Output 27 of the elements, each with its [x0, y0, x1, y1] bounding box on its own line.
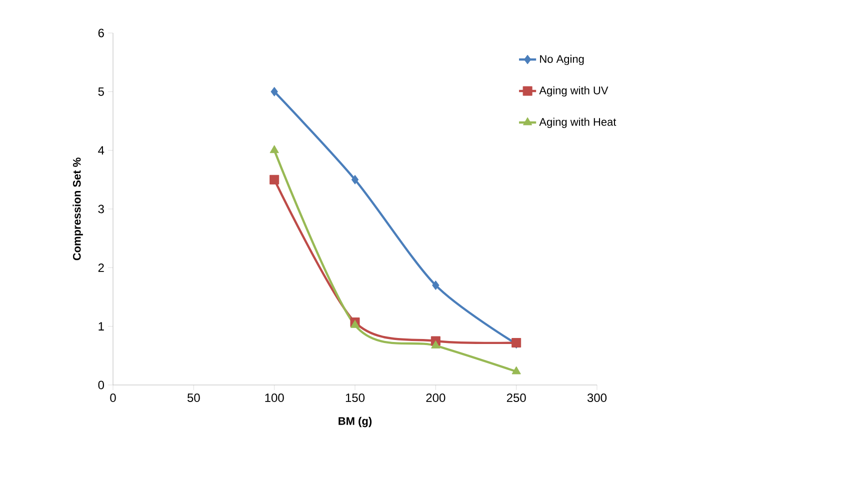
y-tick-label: 4 — [98, 146, 104, 154]
y-tick-label: 3 — [98, 204, 104, 214]
point — [431, 340, 440, 348]
x-tick-label: 50 — [187, 394, 200, 402]
legend-label: Aging with Heat — [539, 118, 616, 128]
legend-label: No Aging — [540, 54, 584, 66]
y-tick-label: 0 — [98, 380, 104, 390]
y-tick-label: 6 — [98, 28, 104, 38]
point — [270, 86, 278, 96]
legend-label: Aging with UV — [539, 86, 608, 97]
y-tick-label: 5 — [98, 87, 104, 96]
point — [351, 174, 359, 184]
x-axis-title: BM (g) — [338, 416, 372, 428]
y-tick-label: 2 — [98, 263, 104, 272]
point — [350, 320, 360, 328]
x-tick-label: 100 — [265, 394, 284, 402]
x-tick-label: 200 — [426, 394, 446, 402]
y-axis-title: Compression Set % — [72, 158, 83, 260]
x-tick-label: 300 — [587, 394, 607, 402]
x-tick-label: 150 — [346, 394, 365, 402]
y-tick-label: 1 — [98, 322, 104, 330]
x-tick-label: 250 — [506, 394, 526, 402]
point — [270, 145, 279, 154]
point — [432, 280, 440, 290]
x-tick-label: 0 — [110, 394, 116, 402]
point — [270, 174, 280, 184]
point — [512, 366, 521, 374]
